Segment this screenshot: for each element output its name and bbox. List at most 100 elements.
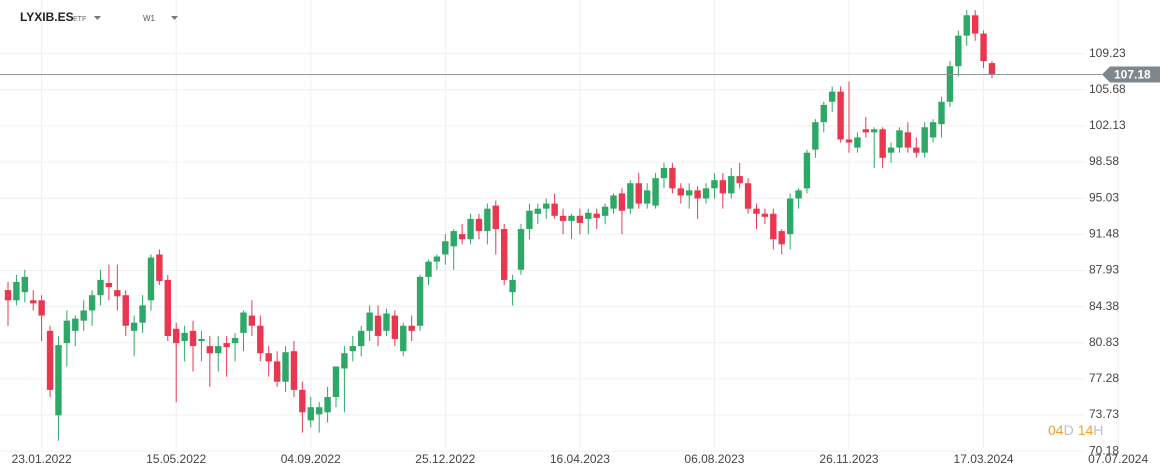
y-tick-label: 73.73 [1089,407,1119,421]
y-tick-label: 87.93 [1089,263,1119,277]
candle-body [231,337,239,344]
candle-body [929,122,937,138]
candle-body [492,205,499,230]
candle-body [467,218,474,240]
candle-body [845,139,853,143]
candle-body [610,195,617,209]
timeframe-dropdown[interactable] [171,16,178,20]
candle-body [509,279,516,293]
candle-body [643,190,651,204]
candle-body [761,213,769,217]
candle-body [164,279,171,336]
candle-body [80,310,87,321]
candle-body [130,322,138,331]
candle-body [669,167,676,189]
candle-body [358,330,365,347]
x-tick-label: 26.11.2023 [819,452,878,466]
candle-body [677,188,684,196]
candle-body [484,208,491,232]
countdown-hours: 14 [1078,422,1094,438]
candle-body [517,229,525,270]
candle-body [349,346,357,352]
candle-body [55,345,62,416]
countdown-day-unit: D [1064,422,1074,438]
candle-body [273,361,281,382]
candle-body [240,312,247,333]
candle-body [450,231,457,247]
candle-body [38,300,45,316]
candle-body [332,366,340,398]
x-tick-label: 17.03.2024 [954,452,1014,466]
candle-body [913,147,920,153]
candle-body [652,178,659,206]
candle-body [147,257,155,301]
candle-body [980,33,987,62]
candle-body [753,208,760,214]
candle-body [206,346,214,354]
candle-body [551,203,558,216]
candle-body [391,315,399,339]
candle-body [156,254,163,281]
candle-body [139,305,146,323]
candle-body [795,190,802,199]
candle-body [366,312,373,331]
candle-body [896,130,903,148]
candle-body [559,215,567,221]
candle-body [618,193,626,211]
candle-body [122,295,129,326]
y-tick-label: 98.58 [1089,154,1119,168]
y-tick-label: 105.68 [1089,82,1126,96]
last-price-label: 107.18 [1114,68,1151,82]
candle-body [257,325,264,354]
last-price-badge [1102,66,1160,83]
candle-body [282,352,289,382]
candle-body [820,104,827,123]
candle-body [173,328,180,344]
candle-body [736,176,743,184]
candle-body [189,330,197,347]
candle-body [719,180,727,194]
candle-body [812,122,819,150]
candle-body [988,63,996,75]
candle-body [526,210,533,230]
candle-body [854,137,861,148]
symbol[interactable]: LYXIB.ES [20,10,74,24]
candle-body [593,213,600,218]
candle-body [181,332,188,342]
candle-body [904,132,912,148]
candle-body [383,313,390,331]
candle-body [88,295,96,311]
y-tick-label: 102.13 [1089,118,1126,132]
candle-body [307,407,314,421]
candle-body [770,213,777,240]
y-tick-label: 70.18 [1089,443,1119,457]
x-tick-label: 16.04.2023 [550,452,610,466]
candle-body [30,300,37,304]
candle-body [828,91,836,102]
candle-body [215,346,222,354]
countdown: 04D 14H [1048,422,1103,438]
candle-body [248,315,256,326]
candle-body [223,343,230,348]
x-tick-label: 04.09.2022 [281,452,341,466]
candle-body [72,318,79,331]
x-tick-label: 07.07.2024 [1088,452,1148,466]
candle-body [324,397,331,413]
candle-body [803,152,811,189]
candle-body [686,190,693,196]
asset-type: ETF [73,16,86,23]
timeframe[interactable]: W1 [143,14,156,23]
symbol-dropdown[interactable] [94,16,101,20]
candle-body [400,325,407,352]
candle-body [955,35,962,67]
candle-body [4,290,12,301]
candle-body [871,129,878,133]
y-tick-label: 109.23 [1089,46,1126,60]
candle-body [500,229,508,280]
candle-body [862,129,870,133]
candle-body [543,203,550,209]
candle-body [778,231,785,245]
candle-body [711,180,718,189]
